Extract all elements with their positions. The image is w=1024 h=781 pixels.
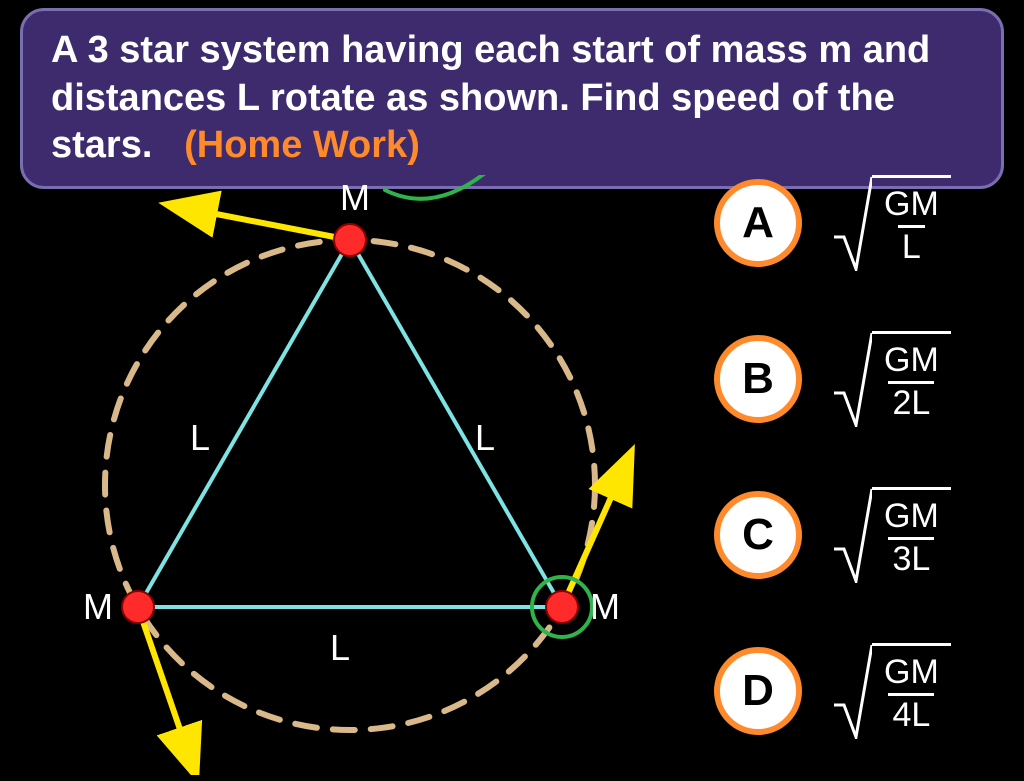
question-box: A 3 star system having each start of mas… <box>20 8 1004 189</box>
answer-options: AGMLBGM2LCGM3LDGM4L <box>714 175 994 739</box>
formula-denominator: L <box>898 225 925 266</box>
option-formula: GM2L <box>832 331 951 427</box>
formula-denominator: 4L <box>888 693 934 734</box>
option-badge: C <box>714 491 802 579</box>
option-formula: GM3L <box>832 487 951 583</box>
formula-numerator: GM <box>880 343 943 381</box>
svg-text:L: L <box>475 417 495 458</box>
question-statement: A 3 star system having each start of mas… <box>51 29 930 166</box>
svg-text:M: M <box>83 586 113 627</box>
option-badge: D <box>714 647 802 735</box>
svg-text:M: M <box>340 177 370 218</box>
formula-numerator: GM <box>880 499 943 537</box>
option-letter: D <box>742 666 774 716</box>
svg-text:M: M <box>590 586 620 627</box>
option-letter: A <box>742 198 774 248</box>
formula-denominator: 2L <box>888 381 934 422</box>
formula-numerator: GM <box>880 655 943 693</box>
home-work-label: (Home Work) <box>184 124 420 166</box>
option-badge: B <box>714 335 802 423</box>
star-system-diagram: L L L M M M <box>30 175 670 755</box>
option-d[interactable]: D GM4L <box>714 643 994 739</box>
question-text: A 3 star system having each start of mas… <box>51 27 973 170</box>
option-b[interactable]: B GM2L <box>714 331 994 427</box>
formula-numerator: GM <box>880 187 943 225</box>
option-badge: A <box>714 179 802 267</box>
option-letter: C <box>742 510 774 560</box>
svg-text:L: L <box>330 627 350 668</box>
option-letter: B <box>742 354 774 404</box>
formula-denominator: 3L <box>888 537 934 578</box>
option-c[interactable]: C GM3L <box>714 487 994 583</box>
option-formula: GML <box>832 175 951 271</box>
option-formula: GM4L <box>832 643 951 739</box>
svg-text:L: L <box>190 417 210 458</box>
diagram-svg: L L L M M M <box>30 175 670 775</box>
option-a[interactable]: A GML <box>714 175 994 271</box>
